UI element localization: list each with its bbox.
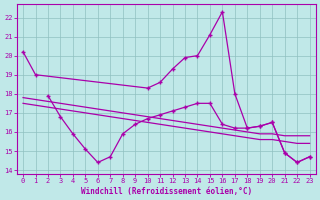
X-axis label: Windchill (Refroidissement éolien,°C): Windchill (Refroidissement éolien,°C): [81, 187, 252, 196]
